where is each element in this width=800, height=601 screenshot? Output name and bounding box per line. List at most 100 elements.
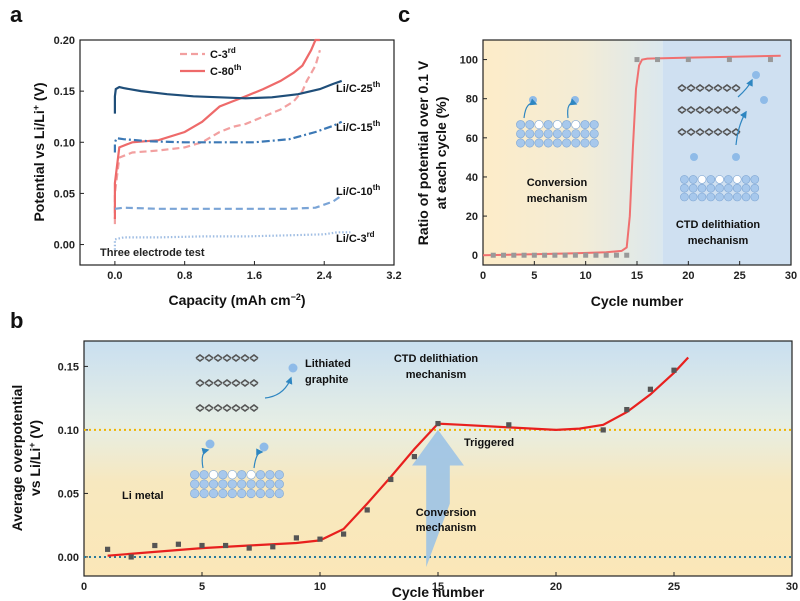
chart-b-li-ion <box>288 363 298 373</box>
chart-a-series-label: Li/C-25th <box>336 80 380 95</box>
chart-c-ctd-line1: CTD delithiation <box>676 219 761 231</box>
chart-c-li-metal-2-atom <box>741 183 751 193</box>
chart-a-xtick-label: 3.2 <box>386 270 401 282</box>
chart-c-li-metal-2-atom <box>724 183 733 193</box>
chart-a-series-line <box>114 194 343 210</box>
chart-b-li-ion <box>259 442 269 452</box>
chart-c-li-metal-2-atom <box>715 175 724 184</box>
chart-c-li-metal-atom <box>534 120 544 130</box>
chart-b-point <box>270 544 276 550</box>
chart-b-conversion-line2: mechanism <box>416 522 477 534</box>
chart-b-li-metal-atom <box>274 479 284 489</box>
chart-c-li-metal-atom <box>525 138 535 148</box>
chart-c-li-metal-2-atom <box>697 192 707 202</box>
chart-c-point <box>613 252 619 258</box>
chart-b-ctd-line2: mechanism <box>406 369 467 381</box>
chart-b-point <box>199 542 205 549</box>
chart-b-li-metal-atom <box>218 488 228 499</box>
chart-c-li-metal-2-atom <box>732 183 742 193</box>
chart-b-li-metal-atom <box>227 470 237 480</box>
chart-a-annotation: Three electrode test <box>100 247 205 259</box>
chart-c-graphite-layer <box>677 128 741 136</box>
chart-c-xlabel: Cycle number <box>591 293 684 309</box>
chart-c-li-metal-2-atom <box>697 175 707 184</box>
chart-c-point <box>501 252 507 258</box>
chart-c-li-metal-2-atom <box>724 175 733 184</box>
chart-c-ylabel-line2: at each cycle (%) <box>433 97 449 210</box>
chart-c-li-metal-2-atom <box>688 175 698 184</box>
chart-b-li-metal-atom <box>218 470 228 480</box>
chart-b-li-metal-atom <box>265 470 275 480</box>
chart-b-graphite-layer <box>195 354 259 362</box>
chart-c-li-ion <box>760 96 768 104</box>
chart-c-li-metal-atom <box>571 120 581 130</box>
chart-b-xtick-label: 0 <box>81 581 87 593</box>
chart-c-ytick-label: 20 <box>466 211 478 223</box>
chart-c-li-metal-2-atom <box>741 175 751 184</box>
chart-c-li-metal-atom <box>516 138 526 148</box>
chart-b-arrow <box>253 448 264 469</box>
chart-c-xtick-label: 30 <box>785 270 797 282</box>
chart-b-li-metal-atom <box>265 488 275 499</box>
chart-c-li-ion <box>690 153 698 161</box>
panel-label-c: c <box>398 2 410 27</box>
chart-c-li-metal-atom <box>534 138 544 148</box>
chart-c-li-metal-2-atom <box>732 192 742 202</box>
chart-c-li-metal-atom <box>516 129 526 139</box>
chart-c-li-metal-2-atom <box>688 192 698 202</box>
chart-c-xtick-label: 10 <box>580 270 592 282</box>
chart-c-li-metal-2-atom <box>715 192 724 202</box>
chart-c-li-metal-2-atom <box>750 175 760 184</box>
chart-b-lithiated-line2: graphite <box>305 374 348 386</box>
chart-c-point <box>490 252 496 258</box>
chart-a-ytick-label: 0.00 <box>54 240 75 252</box>
chart-b-li-metal-atom <box>190 479 200 489</box>
chart-b-li-metal-atom <box>246 479 256 489</box>
chart-c-arrow <box>567 98 578 119</box>
chart-c-point <box>521 252 527 258</box>
chart-c-li-metal-2-atom <box>741 192 751 202</box>
chart-c-conversion-line2: mechanism <box>527 193 588 205</box>
chart-a-xtick-label: 0.8 <box>177 270 192 282</box>
chart-c-point <box>767 57 773 63</box>
chart-b-point <box>435 420 441 427</box>
chart-b-point <box>600 427 606 433</box>
chart-c-ytick-label: 100 <box>460 55 478 67</box>
chart-b-li-metal-atom <box>246 470 256 480</box>
chart-c-li-metal-atom <box>571 138 581 148</box>
chart-c-ctd-line2: mechanism <box>688 235 749 247</box>
chart-c-li-metal-atom <box>552 120 562 130</box>
chart-c-point <box>624 252 630 258</box>
chart-c-point <box>572 252 578 258</box>
chart-a-series-label: Li/C-10th <box>336 183 380 198</box>
chart-c-point <box>634 57 640 63</box>
chart-b-ylabel-line1: Average overpotential <box>9 385 25 532</box>
chart-c-li-metal-atom <box>552 138 562 148</box>
chart-c-ytick-label: 0 <box>472 250 478 262</box>
chart-b-conversion-line1: Conversion <box>416 507 477 519</box>
chart-b-li-metal-atom <box>227 488 237 499</box>
chart-b-trigger-arrow <box>412 429 464 568</box>
chart-b-xtick-label: 20 <box>550 581 562 593</box>
chart-c-arrow <box>737 78 753 98</box>
chart-c-li-metal-atom <box>589 129 599 139</box>
chart-b-ytick-label: 0.00 <box>58 552 79 564</box>
chart-a: 0.0 0.8 1.6 2.4 3.2 0.00 0.05 0.10 0.15 0.20 Li/C-… <box>54 35 402 282</box>
chart-b-li-metal-atom <box>190 488 200 499</box>
chart-c-li-metal-2-atom <box>715 183 724 193</box>
chart-b-xlabel: Cycle number <box>392 584 485 600</box>
chart-c-li-metal-2-atom <box>732 175 742 184</box>
chart-c-li-metal-2-atom <box>688 183 698 193</box>
chart-b-li-ion <box>205 439 215 449</box>
chart-c-point <box>542 252 548 258</box>
chart-c-li-metal-atom <box>543 129 553 139</box>
chart-c-li-metal-2-atom <box>706 183 716 193</box>
chart-b-point <box>364 507 370 513</box>
chart-b-point <box>293 535 299 541</box>
chart-c-graphite-layer <box>677 106 741 114</box>
chart-c-li-metal-atom <box>516 120 526 130</box>
chart-c-li-metal-atom <box>580 120 590 130</box>
chart-b-point <box>246 545 252 551</box>
chart-c-conversion-line1: Conversion <box>527 177 588 189</box>
chart-b-li-metal-atom <box>237 470 247 480</box>
